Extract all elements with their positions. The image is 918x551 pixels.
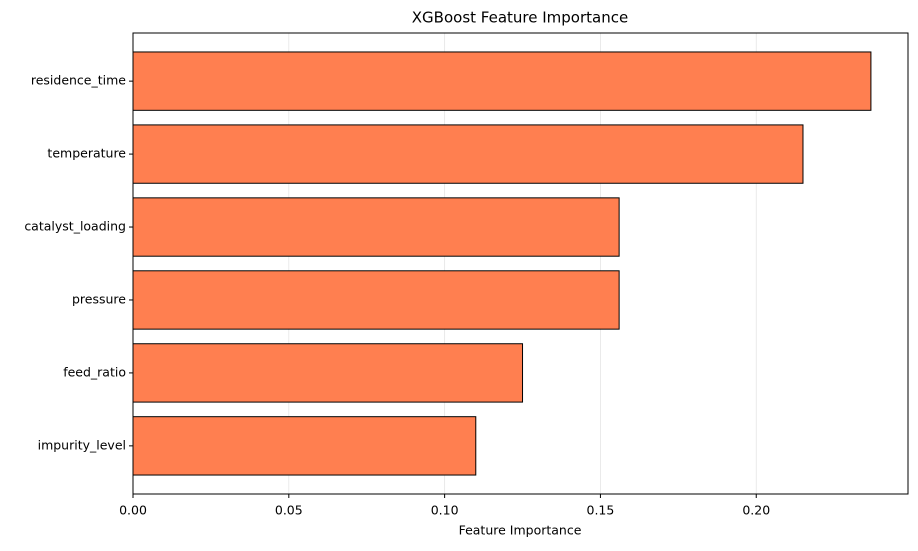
x-axis-label: Feature Importance <box>459 523 582 538</box>
x-tick-label: 0.10 <box>431 503 459 518</box>
y-tick-label: residence_time <box>31 73 126 88</box>
bar <box>132 197 620 257</box>
bar <box>132 270 620 330</box>
y-tick-label: temperature <box>47 146 126 161</box>
x-tick-label: 0.20 <box>742 503 770 518</box>
bar <box>132 416 477 476</box>
y-tick-label: catalyst_loading <box>24 219 126 234</box>
y-tick-label: impurity_level <box>38 437 126 452</box>
x-tick-label: 0.00 <box>119 503 147 518</box>
y-tick-label: pressure <box>72 291 126 306</box>
chart-title: XGBoost Feature Importance <box>412 9 628 27</box>
plot-frame <box>132 32 909 495</box>
y-tick-label: feed_ratio <box>63 364 126 379</box>
x-tick-label: 0.05 <box>275 503 303 518</box>
bar <box>132 51 872 111</box>
bar <box>132 124 804 184</box>
bar <box>132 343 524 403</box>
x-tick-label: 0.15 <box>587 503 615 518</box>
